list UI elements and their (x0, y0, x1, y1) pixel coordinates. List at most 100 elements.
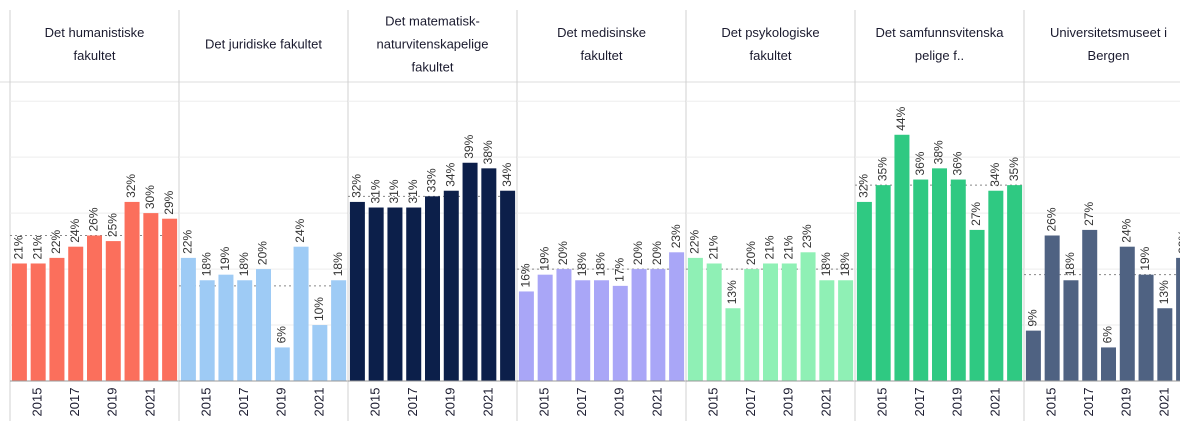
bar (481, 168, 497, 381)
bar (87, 235, 102, 381)
x-tick-label: 2017 (743, 388, 758, 417)
bar (913, 179, 929, 381)
value-label: 16% (519, 263, 533, 287)
x-tick-label: 2015 (1044, 388, 1059, 417)
bar (199, 280, 215, 381)
bar (30, 263, 46, 381)
bar (443, 190, 459, 381)
x-tick-label: 2017 (574, 388, 589, 417)
value-label: 19% (1138, 246, 1152, 270)
x-tick-label: 2019 (274, 388, 289, 417)
x-tick-label: 2021 (818, 388, 833, 417)
value-label: 30% (143, 185, 157, 209)
bar (537, 274, 553, 381)
value-label: 10% (312, 297, 326, 321)
value-label: 32% (124, 174, 138, 198)
bar (669, 252, 685, 381)
value-label: 20% (256, 241, 270, 265)
bar (1007, 185, 1023, 381)
value-label: 25% (105, 213, 119, 237)
value-label: 34% (500, 162, 514, 186)
x-tick-label: 2017 (912, 388, 927, 417)
value-label: 17% (612, 258, 626, 282)
x-tick-label: 2015 (537, 388, 552, 417)
bar (293, 246, 309, 381)
value-label: 33% (425, 168, 439, 192)
bar (932, 168, 947, 381)
value-label: 21% (781, 235, 795, 259)
x-tick-label: 2019 (105, 388, 120, 417)
value-label: 21% (706, 235, 720, 259)
value-label: 38% (932, 140, 946, 164)
value-label: 6% (274, 326, 288, 344)
value-label: 18% (331, 252, 345, 276)
value-label: 18% (237, 252, 251, 276)
panel-title: fakultet (750, 48, 792, 63)
bar (725, 308, 741, 381)
value-label: 23% (669, 224, 683, 248)
bar (180, 257, 196, 381)
bar (1138, 274, 1154, 381)
value-label: 19% (218, 246, 232, 270)
bar (105, 241, 121, 381)
bar (969, 229, 985, 381)
x-tick-label: 2015 (199, 388, 214, 417)
x-tick-label: 2015 (368, 388, 383, 417)
bar (11, 263, 27, 381)
x-tick-label: 2019 (612, 388, 627, 417)
panel-title: Det psykologiske (721, 25, 819, 40)
x-tick-label: 2017 (67, 388, 82, 417)
bar (875, 185, 891, 381)
bar (518, 291, 534, 381)
bar (819, 280, 835, 381)
x-tick-label: 2021 (1156, 388, 1171, 417)
bar (237, 280, 253, 381)
bar (744, 269, 760, 381)
bar (1101, 347, 1116, 381)
value-label: 18% (819, 252, 833, 276)
value-label: 19% (537, 246, 551, 270)
x-tick-label: 2017 (1081, 388, 1096, 417)
value-label: 18% (838, 252, 852, 276)
bar (425, 196, 440, 381)
value-label: 20% (650, 241, 664, 265)
bar (500, 190, 516, 381)
bar (575, 280, 591, 381)
value-label: 22% (1176, 230, 1180, 254)
panel-title: Bergen (1088, 48, 1130, 63)
panel-title: fakultet (412, 59, 454, 74)
value-label: 21% (763, 235, 777, 259)
value-label: 18% (594, 252, 608, 276)
value-label: 39% (462, 134, 476, 158)
bar (312, 325, 328, 381)
value-label: 20% (556, 241, 570, 265)
panel-title: Det samfunnsvitenska (876, 25, 1005, 40)
panel-title: fakultet (581, 48, 623, 63)
value-label: 27% (1082, 202, 1096, 226)
panel-title: naturvitenskapelige (376, 36, 488, 51)
bar (1176, 257, 1180, 381)
x-tick-label: 2017 (405, 388, 420, 417)
value-label: 21% (30, 235, 44, 259)
value-label: 27% (969, 202, 983, 226)
value-label: 24% (1119, 218, 1133, 242)
value-label: 31% (406, 179, 420, 203)
value-label: 26% (1044, 207, 1058, 231)
bar (950, 179, 966, 381)
value-label: 20% (631, 241, 645, 265)
bar (763, 263, 778, 381)
x-tick-label: 2019 (443, 388, 458, 417)
x-tick-label: 2019 (950, 388, 965, 417)
bar (631, 269, 647, 381)
value-label: 31% (368, 179, 382, 203)
value-label: 35% (875, 157, 889, 181)
value-label: 22% (688, 230, 702, 254)
bar (49, 257, 65, 381)
bar (594, 280, 609, 381)
x-tick-label: 2015 (875, 388, 890, 417)
x-tick-label: 2015 (706, 388, 721, 417)
value-label: 18% (199, 252, 213, 276)
value-label: 34% (443, 162, 457, 186)
value-label: 22% (181, 230, 195, 254)
